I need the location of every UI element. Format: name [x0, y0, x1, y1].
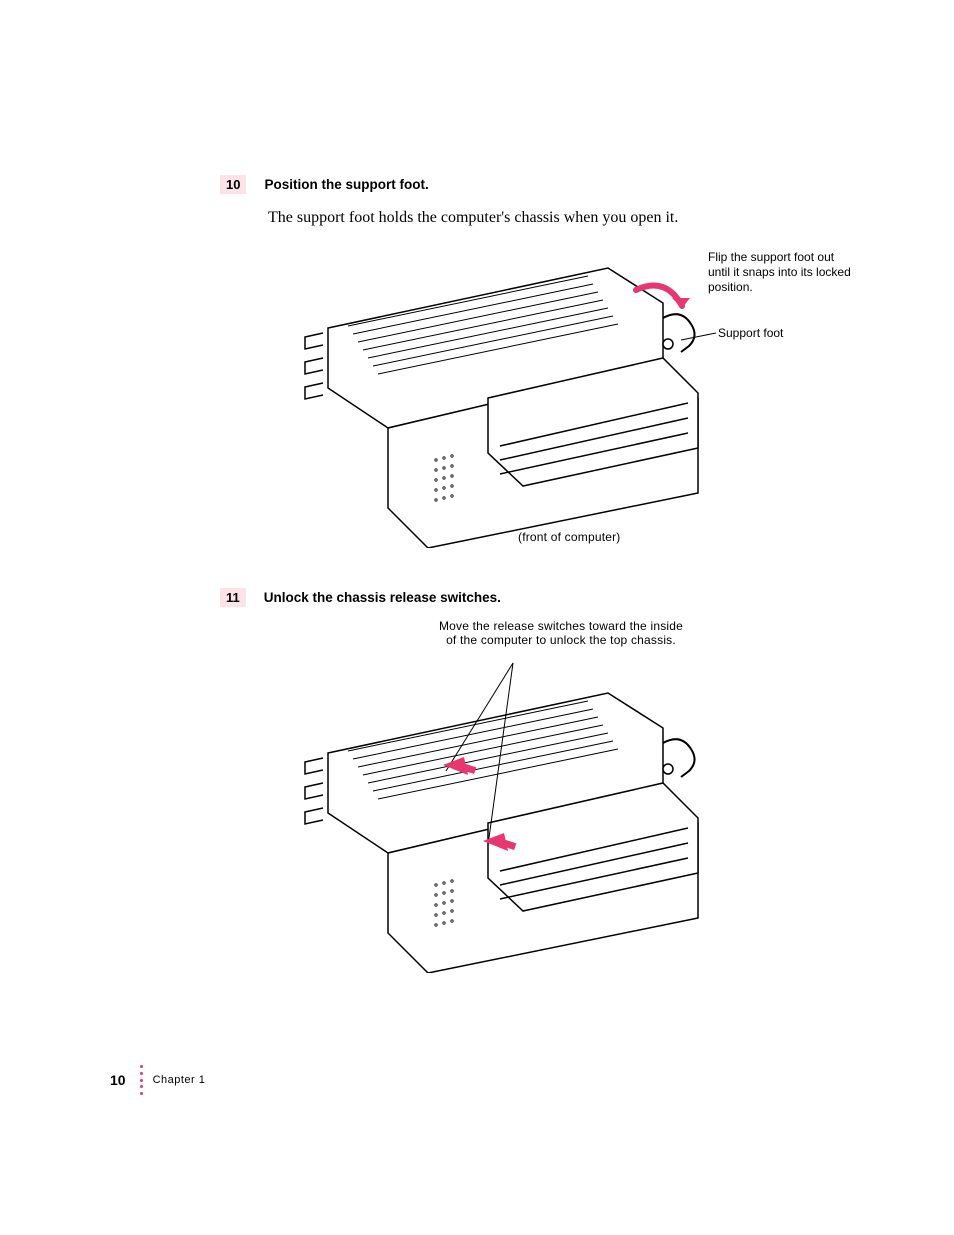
step-title: Unlock the chassis release switches.: [264, 590, 501, 605]
callout-flip: Flip the support foot out until it snaps…: [708, 250, 858, 295]
step-10-header: 10 Position the support foot.: [220, 175, 854, 194]
step-number-badge: 10: [220, 175, 246, 194]
page-footer: 10 Chapter 1: [110, 1065, 205, 1095]
step-body: The support foot holds the computer's ch…: [268, 206, 854, 230]
figure-support-foot: Flip the support foot out until it snaps…: [268, 248, 854, 548]
chassis-illustration-2: [268, 653, 828, 973]
figure-top-caption: Move the release switches toward the ins…: [346, 619, 776, 647]
figure-release-switches: Move the release switches toward the ins…: [268, 619, 854, 979]
footer-dots-icon: [140, 1065, 143, 1095]
callout-support-foot: Support foot: [718, 326, 838, 341]
figure-bottom-label: (front of computer): [518, 530, 621, 544]
step-11-header: 11 Unlock the chassis release switches.: [220, 588, 854, 607]
page-number: 10: [110, 1072, 126, 1088]
chapter-label: Chapter 1: [153, 1074, 206, 1086]
step-number-badge: 11: [220, 588, 246, 607]
step-title: Position the support foot.: [264, 177, 428, 192]
